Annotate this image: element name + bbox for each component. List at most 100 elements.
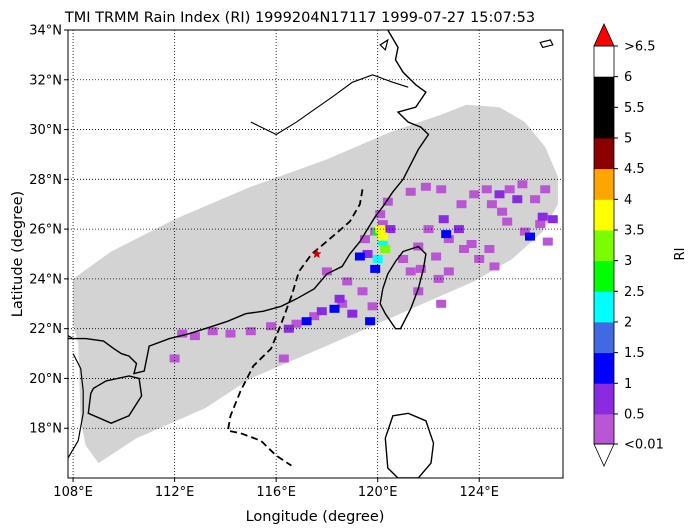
border-line [68,334,74,340]
rain-cell [466,240,477,248]
rain-cell [459,245,469,253]
colorbar-segment [594,291,614,323]
colorbar-tick-label: 5 [624,131,632,146]
hainan-outline [87,375,143,424]
y-axis-label: Latitude (degree) [10,191,26,317]
colorbar-label: RI [673,248,688,261]
colorbar-tick-label: 1.5 [624,346,645,361]
rain-cell [278,354,289,363]
rain-cell [405,187,416,196]
rain-cell [301,317,312,326]
storm-track [226,189,364,467]
rain-cell [405,267,416,276]
rain-cell [537,212,548,221]
rain-cell [380,245,391,253]
colorbar-segment [594,352,614,384]
colorbar-tick-label: 3 [624,254,632,269]
rain-cell [309,312,320,321]
y-tick-label: 30°N [29,123,62,138]
rain-cell [377,237,388,246]
y-tick-label: 32°N [29,73,62,88]
rain-cell [481,185,492,194]
rain-cell [382,197,393,206]
rain-cell [245,327,256,336]
x-tick-label: 120°E [358,485,398,500]
y-tick-label: 22°N [29,322,62,337]
colorbar-tick-label: 4 [624,193,632,208]
y-axis-ticks: 18°N 20°N 22°N 24°N 26°N 28°N 30°N 32°N 34°N [29,24,68,437]
luzon-outline [384,412,435,478]
x-tick-label: 116°E [256,485,296,500]
y-tick-label: 28°N [29,173,62,188]
rain-cell [517,180,528,189]
rain-cell [329,304,340,313]
rain-cell [547,215,558,224]
rain-cell [497,207,508,216]
rain-cell [415,264,426,273]
vietnam-coastline [68,353,84,459]
colorbar-tick-label: <0.01 [624,438,664,453]
rain-cell [433,274,444,283]
rain-cell [377,232,388,241]
rain-cell [438,215,449,224]
yangtze-river [250,74,409,136]
rain-cell [342,277,353,286]
rain-cell [504,185,515,194]
colorbar-segment [594,199,614,231]
rain-cell [334,294,345,303]
rain-cell [225,329,236,338]
colorbar-tick-label: 2 [624,315,632,330]
colorbar-under-triangle [593,443,615,467]
rain-cell [535,220,546,229]
rain-cell [375,210,386,219]
colorbar-tick-label: 1 [624,377,632,392]
rain-cell [484,245,495,253]
rain-cell [436,185,447,194]
rain-cell [347,309,358,318]
colorbar-tick-label: >6.5 [624,40,656,55]
rain-cell [370,264,381,273]
rain-cell [489,262,500,271]
rain-cell [456,200,467,209]
rain-cell [377,220,388,229]
colorbar-segment [594,168,614,200]
plot-frame [67,29,564,479]
rain-cell [367,302,378,311]
rain-cell [291,319,302,328]
rain-cell [283,324,294,333]
rain-cell [431,252,442,261]
x-axis-ticks: 108°E 112°E 116°E 120°E 124°E [53,478,499,500]
rain-cell [540,185,551,194]
colorbar-segment [594,76,614,108]
rain-cell [512,195,523,204]
colorbar-tick-label: 6 [624,70,632,85]
rain-cell [530,195,541,204]
colorbar-segment [594,260,614,292]
colorbar-tick-label: 4.5 [624,162,645,177]
y-tick-label: 26°N [29,223,62,238]
y-tick-label: 18°N [29,422,62,437]
rain-index-cells [169,180,558,363]
x-axis-label: Longitude (degree) [246,509,385,525]
rain-cell [413,287,424,296]
x-tick-label: 108°E [53,485,93,500]
rain-cell [443,267,454,276]
rain-cell [494,190,505,199]
x-tick-label: 112°E [155,485,195,500]
x-tick-label: 124°E [459,485,499,500]
rain-cell [316,307,327,316]
colorbar-segment [594,383,614,415]
rain-cell [441,230,452,239]
rain-cell [360,235,370,244]
map-plot-area [68,30,563,478]
rain-cell [502,217,513,226]
colorbar-tick-label: 0.5 [624,407,645,422]
rain-cell [354,252,365,261]
colorbar-segment [594,230,614,262]
rain-cell [321,267,332,276]
rain-cell [385,225,396,234]
chart-title: TMI TRMM Rain Index (RI) 1999204N17117 1… [64,10,535,26]
rain-cell [519,227,530,236]
colorbar-segment [594,138,614,170]
colorbar-frame [593,45,615,445]
